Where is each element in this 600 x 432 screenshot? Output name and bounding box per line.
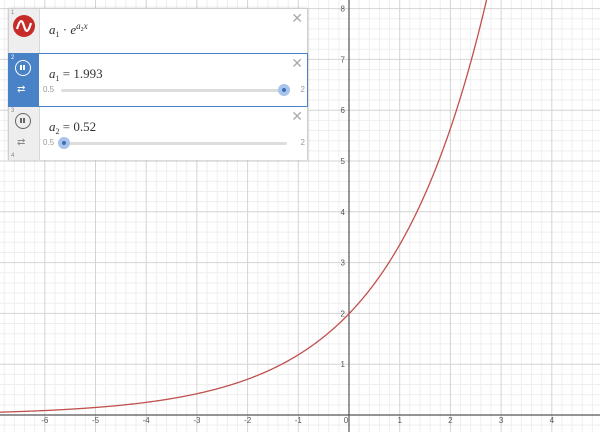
play-pause-icon[interactable] bbox=[15, 60, 31, 76]
x-tick-label: -4 bbox=[143, 416, 151, 425]
y-tick-label: 3 bbox=[341, 259, 346, 268]
y-tick-labels: 1 2 3 4 5 6 7 8 bbox=[341, 5, 346, 370]
slider-a2-expression[interactable]: a2 = 0.52 bbox=[49, 119, 97, 136]
x-tick-label: 1 bbox=[397, 416, 402, 425]
expression-row-1[interactable]: 1 a1 · ea2x ✕ bbox=[9, 9, 307, 53]
slider-track[interactable] bbox=[61, 84, 290, 96]
row-number: 1 bbox=[11, 10, 15, 16]
x-tick-label: -6 bbox=[41, 416, 49, 425]
row-3-gutter: 3 ⇄ bbox=[9, 107, 40, 157]
y-tick-label: 4 bbox=[341, 208, 346, 217]
x-tick-label: -1 bbox=[295, 416, 303, 425]
x-tick-label: -3 bbox=[193, 416, 201, 425]
row-4-gutter: 4 bbox=[9, 153, 40, 160]
row-number: 4 bbox=[11, 153, 15, 159]
slider-a1-expression[interactable]: a1 = 1.993 bbox=[49, 66, 103, 83]
formula-expression[interactable]: a1 · ea2x bbox=[49, 21, 88, 39]
slider-min-label: 0.5 bbox=[43, 85, 55, 94]
slider-min-label: 0.5 bbox=[43, 138, 55, 147]
y-tick-label: 2 bbox=[341, 309, 346, 318]
y-tick-label: 5 bbox=[341, 157, 346, 166]
row-number: 2 bbox=[11, 55, 15, 61]
y-tick-label: 6 bbox=[341, 106, 346, 115]
expression-list: 1 a1 · ea2x ✕ 2 ⇄ a1 = 1.993 ✕ 0.5 bbox=[8, 8, 308, 160]
y-tick-label: 7 bbox=[341, 55, 346, 64]
exponential-curve bbox=[0, 0, 488, 413]
expression-row-4[interactable]: 4 bbox=[9, 153, 307, 160]
delete-row-1-close-icon[interactable]: ✕ bbox=[291, 10, 303, 26]
slider-max-label: 2 bbox=[300, 138, 305, 147]
slider-knob[interactable] bbox=[277, 84, 290, 96]
slider-track[interactable] bbox=[57, 137, 287, 149]
row-1-gutter: 1 bbox=[9, 9, 40, 53]
y-tick-label: 1 bbox=[341, 360, 346, 369]
play-pause-icon[interactable] bbox=[15, 113, 31, 129]
slider-max-label: 2 bbox=[300, 85, 305, 94]
x-tick-labels: -6 -5 -4 -3 -2 -1 0 1 2 3 4 bbox=[41, 416, 554, 425]
a2-slider[interactable]: 0.5 2 bbox=[43, 137, 305, 151]
graph-logo-icon bbox=[13, 15, 35, 37]
x-tick-label: -2 bbox=[244, 416, 252, 425]
loop-direction-icon[interactable]: ⇄ bbox=[17, 137, 26, 148]
x-tick-label: -5 bbox=[92, 416, 100, 425]
delete-row-2-close-icon[interactable]: ✕ bbox=[291, 55, 303, 71]
delete-row-3-close-icon[interactable]: ✕ bbox=[291, 108, 303, 124]
x-tick-label: 4 bbox=[550, 416, 555, 425]
loop-direction-icon[interactable]: ⇄ bbox=[17, 84, 26, 95]
a1-slider[interactable]: 0.5 2 bbox=[43, 84, 305, 98]
expression-row-2[interactable]: 2 ⇄ a1 = 1.993 ✕ 0.5 2 bbox=[8, 53, 308, 107]
y-tick-label: 8 bbox=[341, 5, 346, 14]
x-tick-label: 2 bbox=[448, 416, 453, 425]
x-tick-label: 0 bbox=[344, 416, 349, 425]
slider-knob[interactable] bbox=[57, 137, 70, 149]
row-2-gutter: 2 ⇄ bbox=[9, 54, 39, 106]
row-number: 3 bbox=[11, 108, 15, 114]
expression-row-3[interactable]: 3 ⇄ a2 = 0.52 ✕ 0.5 2 bbox=[9, 107, 307, 157]
x-tick-label: 3 bbox=[499, 416, 504, 425]
